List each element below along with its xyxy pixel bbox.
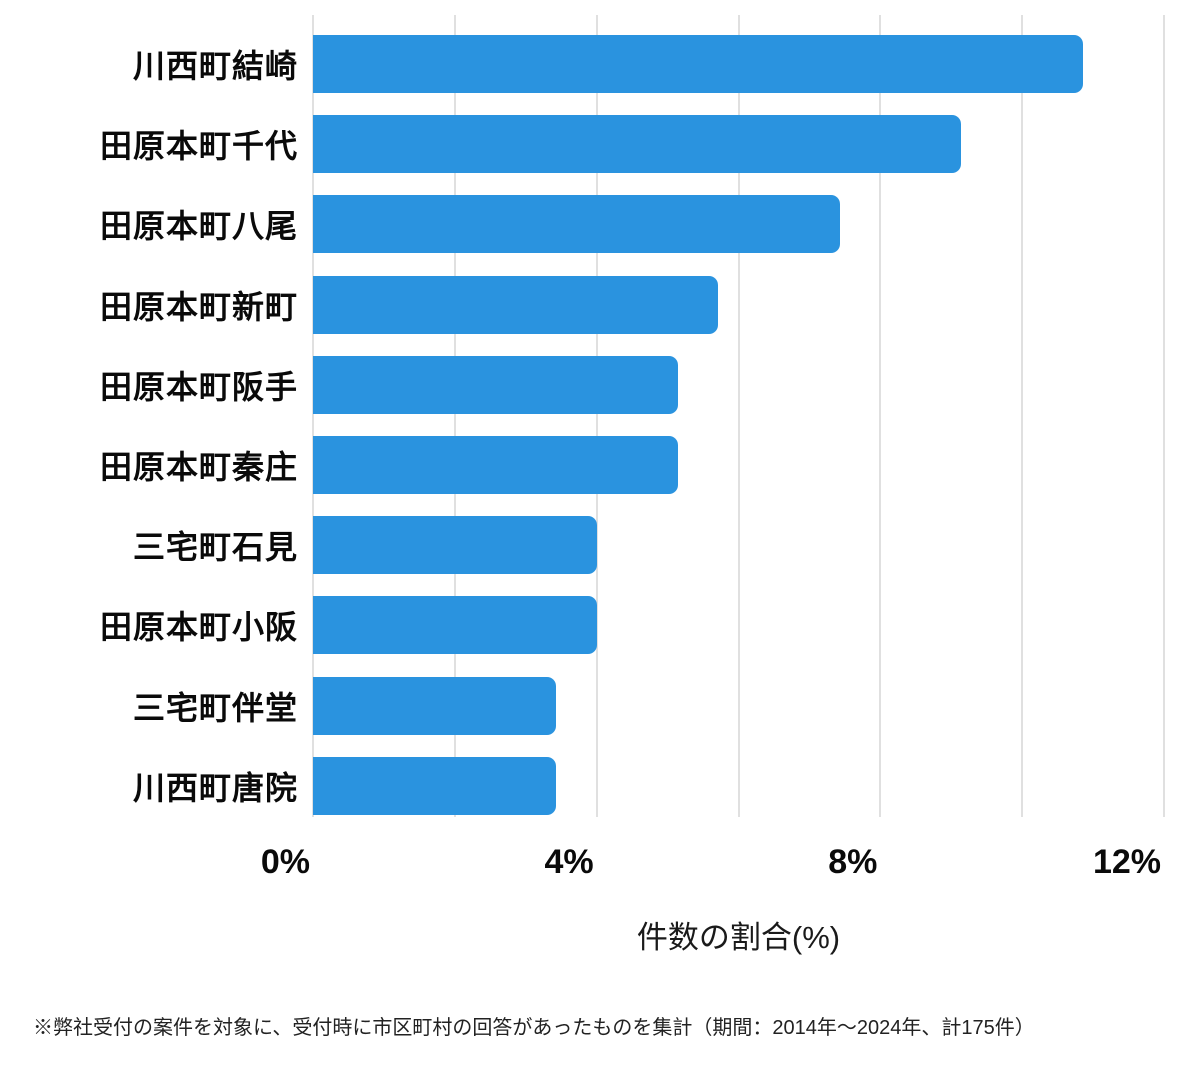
footnote: ※弊社受付の案件を対象に、受付時に市区町村の回答があったものを集計（期間：201…: [33, 1017, 1035, 1039]
bar-田原本町秦庄: [313, 436, 678, 494]
bar-川西町結崎: [313, 35, 1084, 93]
plot-area: [312, 15, 1165, 817]
x-tick-12%: 12%: [1092, 843, 1161, 881]
gridline-4pct: [595, 15, 598, 817]
bar-田原本町千代: [313, 115, 962, 174]
bar-row: [313, 657, 1164, 737]
bar-田原本町新町: [313, 275, 718, 334]
x-axis-title: 件数の割合(%): [636, 920, 841, 955]
x-tick-4%: 4%: [544, 843, 594, 881]
bar-田原本町小阪: [313, 596, 597, 655]
x-tick-0%: 0%: [260, 843, 310, 881]
bar-row: [313, 336, 1164, 416]
bar-田原本町阪手: [313, 355, 678, 414]
bar-三宅町伴堂: [313, 676, 557, 735]
category-label: 三宅町伴堂: [132, 689, 298, 726]
bar-row: [313, 737, 1164, 817]
category-label: 田原本町秦庄: [99, 449, 298, 485]
category-label: 田原本町八尾: [99, 208, 298, 245]
gridline-10pct: [1021, 15, 1024, 817]
gridline-12pct: [1163, 15, 1165, 817]
gridline-8pct: [879, 15, 882, 817]
x-tick-8%: 8%: [828, 843, 878, 881]
bar-row: [313, 95, 1164, 175]
category-label: 田原本町新町: [99, 288, 298, 325]
category-label: 田原本町阪手: [99, 368, 298, 405]
bar-row: [313, 256, 1164, 336]
gridline-6pct: [737, 15, 740, 817]
category-label: 三宅町石見: [132, 529, 298, 566]
bar-row: [313, 496, 1164, 576]
category-label: 川西町結崎: [132, 48, 298, 84]
category-label: 田原本町千代: [99, 128, 298, 165]
gridline-0pct: [312, 15, 314, 817]
bar-田原本町八尾: [313, 195, 840, 254]
bar-三宅町石見: [313, 516, 597, 575]
bar-row: [313, 416, 1164, 496]
category-label: 田原本町小阪: [99, 609, 298, 646]
bar-row: [313, 576, 1164, 656]
category-label: 川西町唐院: [132, 769, 298, 806]
bar-川西町唐院: [313, 756, 557, 815]
gridline-2pct: [453, 15, 456, 817]
bar-row: [313, 15, 1164, 95]
bar-row: [313, 175, 1164, 255]
